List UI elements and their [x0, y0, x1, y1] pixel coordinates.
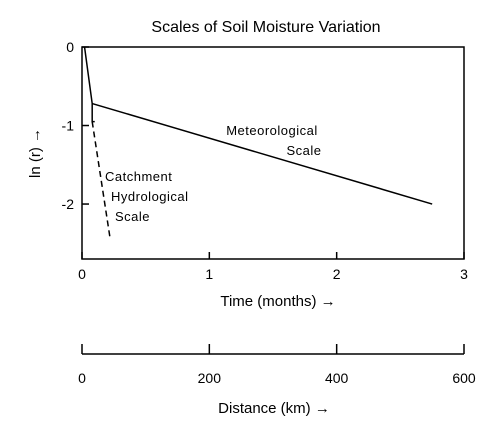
ticks-layer: 0 1 2 3 0 -1 -2 0 200 400 600 [62, 39, 476, 386]
y-tick-label: -2 [62, 196, 75, 212]
distance-tick-label: 400 [325, 370, 349, 386]
series-label: Catchment [105, 169, 172, 184]
y-tick-label: -1 [62, 118, 75, 134]
series-layer [83, 46, 433, 238]
x-tick-label: 1 [205, 266, 213, 282]
distance-tick-label: 600 [452, 370, 476, 386]
series-label: Meteorological [226, 123, 318, 138]
y-axis-label: ln (r) → [27, 128, 44, 178]
meteorological-scale-line [91, 102, 433, 205]
x-tick-label: 3 [460, 266, 468, 282]
initial-decay-line [83, 46, 95, 123]
x-tick-label: 2 [333, 266, 341, 282]
series-label: Hydrological [111, 189, 189, 204]
x-axis-label: Time (months) → [220, 293, 335, 310]
series-label: Scale [115, 209, 150, 224]
series-label-layer: Meteorological Scale Catchment Hydrological… [105, 123, 321, 224]
x-tick-label: 0 [78, 266, 86, 282]
y-tick-label: 0 [66, 39, 74, 55]
distance-tick-label: 0 [78, 370, 86, 386]
distance-tick-label: 200 [198, 370, 222, 386]
series-label: Scale [286, 143, 321, 158]
chart-title: Scales of Soil Moisture Variation [151, 19, 380, 36]
plot-frame [81, 46, 465, 260]
distance-axis-label: Distance (km) → [218, 400, 330, 417]
